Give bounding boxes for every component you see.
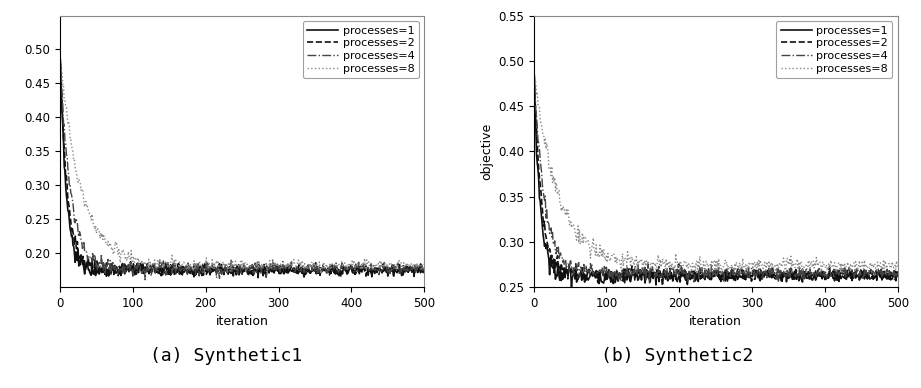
X-axis label: iteration: iteration <box>216 315 269 328</box>
processes=2 <box>335 275 346 279</box>
Text: (a) Synthetic1: (a) Synthetic1 <box>149 347 302 365</box>
processes=8 <box>828 263 839 268</box>
processes=1 <box>273 269 284 274</box>
processes=2 <box>354 265 365 269</box>
processes=1 <box>419 268 430 273</box>
processes=1 <box>529 79 540 83</box>
processes=2 <box>727 273 738 277</box>
processes=1 <box>746 273 757 278</box>
processes=8 <box>702 265 713 269</box>
processes=8 <box>251 260 262 265</box>
processes=8 <box>727 262 738 267</box>
processes=2 <box>702 271 713 276</box>
processes=2 <box>529 73 540 78</box>
processes=2 <box>272 267 283 272</box>
Line: processes=2: processes=2 <box>61 64 425 277</box>
Text: (b) Synthetic2: (b) Synthetic2 <box>600 347 753 365</box>
processes=4 <box>55 57 66 62</box>
processes=1 <box>702 275 713 280</box>
processes=2 <box>55 61 66 66</box>
Legend: processes=1, processes=2, processes=4, processes=8: processes=1, processes=2, processes=4, p… <box>302 21 419 78</box>
processes=8 <box>529 72 540 76</box>
Line: processes=8: processes=8 <box>61 62 425 274</box>
processes=1 <box>230 270 241 274</box>
processes=8 <box>884 265 895 269</box>
processes=4 <box>228 263 239 267</box>
processes=2 <box>419 267 430 271</box>
processes=4 <box>140 277 151 282</box>
processes=1 <box>411 268 422 273</box>
processes=4 <box>702 271 713 276</box>
processes=1 <box>227 274 239 278</box>
processes=2 <box>227 268 239 273</box>
processes=2 <box>411 268 422 272</box>
Legend: processes=1, processes=2, processes=4, processes=8: processes=1, processes=2, processes=4, p… <box>776 21 892 78</box>
processes=1 <box>354 271 365 276</box>
Line: processes=2: processes=2 <box>534 75 898 286</box>
Line: processes=1: processes=1 <box>61 67 425 278</box>
processes=2 <box>230 267 241 272</box>
processes=1 <box>892 274 904 279</box>
processes=8 <box>686 272 697 276</box>
processes=8 <box>315 271 326 276</box>
processes=1 <box>828 276 839 281</box>
processes=2 <box>746 279 757 284</box>
processes=2 <box>892 273 904 277</box>
processes=4 <box>727 266 738 270</box>
processes=4 <box>884 272 895 276</box>
Line: processes=8: processes=8 <box>534 74 898 274</box>
processes=2 <box>828 268 839 273</box>
processes=1 <box>565 285 577 289</box>
processes=4 <box>705 270 716 275</box>
Line: processes=4: processes=4 <box>534 76 898 283</box>
processes=1 <box>727 267 738 272</box>
processes=4 <box>419 268 430 272</box>
processes=8 <box>419 262 430 266</box>
Line: processes=4: processes=4 <box>61 59 425 280</box>
Y-axis label: objective: objective <box>481 123 494 180</box>
processes=1 <box>55 65 66 69</box>
processes=1 <box>251 267 262 271</box>
processes=2 <box>705 272 716 277</box>
processes=8 <box>354 262 365 266</box>
processes=4 <box>252 267 263 271</box>
processes=8 <box>705 262 716 267</box>
processes=4 <box>230 268 241 272</box>
X-axis label: iteration: iteration <box>689 315 742 328</box>
processes=4 <box>354 265 365 270</box>
processes=2 <box>657 283 668 288</box>
processes=4 <box>411 263 422 268</box>
processes=1 <box>705 277 716 282</box>
processes=2 <box>884 274 895 279</box>
processes=8 <box>55 59 66 64</box>
processes=4 <box>644 281 655 285</box>
processes=8 <box>892 264 904 269</box>
processes=1 <box>252 275 263 280</box>
processes=8 <box>411 265 422 270</box>
processes=4 <box>892 271 904 275</box>
processes=4 <box>746 266 757 271</box>
processes=1 <box>884 276 895 281</box>
processes=4 <box>273 261 284 266</box>
Line: processes=1: processes=1 <box>534 81 898 287</box>
processes=8 <box>272 263 283 267</box>
processes=4 <box>828 271 839 276</box>
processes=8 <box>227 263 239 268</box>
processes=8 <box>230 259 241 263</box>
processes=4 <box>529 73 540 78</box>
processes=2 <box>251 267 262 272</box>
processes=8 <box>746 263 757 267</box>
